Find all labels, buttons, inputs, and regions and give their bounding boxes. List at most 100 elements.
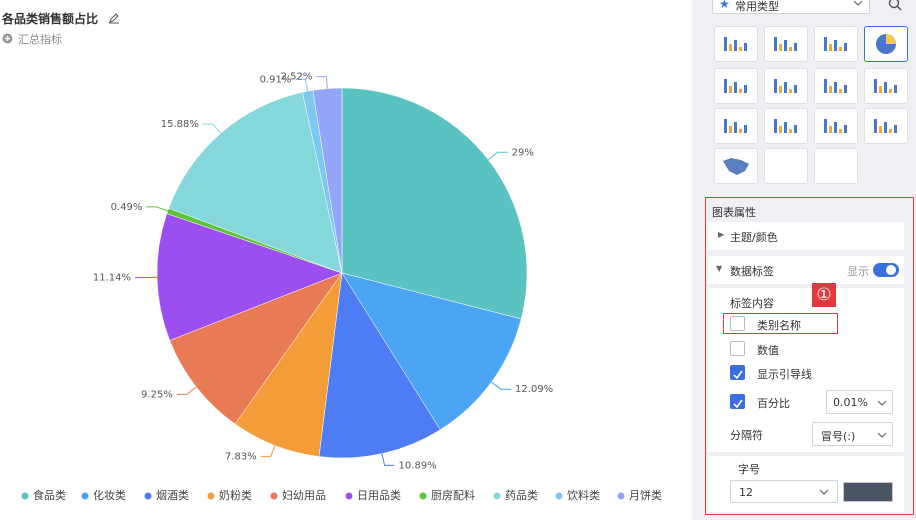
- icon-shape: [889, 129, 892, 133]
- icon-glyph: [724, 119, 747, 133]
- data-label: 9.25%: [141, 389, 173, 400]
- legend-marker: [419, 492, 427, 500]
- icon-shape: [729, 126, 732, 133]
- icon-shape: [844, 125, 847, 133]
- icon-shape: [784, 40, 787, 51]
- icon-shape: [744, 85, 747, 93]
- leader-line: [487, 151, 508, 161]
- leader-line: [260, 445, 276, 458]
- icon-shape: [789, 47, 792, 51]
- separator-select-text: 冒号(:): [821, 430, 856, 443]
- show-label: 显示: [847, 265, 869, 278]
- toggle[interactable]: [873, 263, 899, 277]
- percent-select[interactable]: 0.01%: [826, 390, 893, 414]
- chart-type-icon[interactable]: [864, 26, 908, 62]
- chart-type-icon[interactable]: [814, 148, 858, 184]
- icon-shape: [839, 89, 842, 93]
- percent-select-text: 0.01%: [833, 396, 868, 409]
- pie-slice: [312, 87, 343, 274]
- font-size-select[interactable]: 12: [730, 480, 838, 503]
- icon-shape: [879, 86, 882, 93]
- option-label: 类别名称: [757, 319, 801, 332]
- icon-shape: [734, 40, 737, 51]
- leader-line: [316, 76, 328, 89]
- data-label: 2.52%: [281, 72, 313, 83]
- chart-type-icon[interactable]: [864, 68, 908, 104]
- chart-type-icon[interactable]: [864, 108, 908, 144]
- checkbox[interactable]: [730, 394, 745, 409]
- data-label: 0.49%: [111, 202, 143, 213]
- annotation-box: [705, 197, 914, 515]
- icon-shape: [794, 43, 797, 51]
- icon-shape: [779, 126, 782, 133]
- icon-glyph: [724, 37, 747, 51]
- type-select-text: 常用类型: [735, 0, 779, 13]
- icon-glyph: [876, 34, 896, 54]
- legend-marker: [81, 492, 89, 500]
- checkbox[interactable]: [730, 365, 745, 380]
- leader-line: [491, 381, 512, 390]
- pie-chart: 29% 12.09% 10.89% 7.83% 9.25% 11.14% 0.49% 15.8…: [21, 72, 662, 502]
- legend-label: 饮料类: [567, 488, 600, 502]
- data-label: 12.09%: [515, 384, 553, 395]
- section-title: 图表属性: [712, 206, 756, 219]
- theme-row[interactable]: ▶ 主题/颜色: [708, 222, 904, 250]
- icon-shape: [744, 125, 747, 133]
- legend-label: 妇幼用品: [282, 489, 326, 502]
- chart-type-icon[interactable]: [714, 68, 758, 104]
- chart-type-icon[interactable]: [714, 148, 758, 184]
- separator-select[interactable]: 冒号(:): [812, 422, 893, 446]
- chart-type-icon[interactable]: [714, 108, 758, 144]
- data-label: 0.91%: [260, 74, 292, 85]
- icon-shape: [739, 89, 742, 93]
- option-label: 数值: [757, 344, 779, 357]
- icon-shape: [829, 86, 832, 93]
- chart-type-icon[interactable]: [814, 108, 858, 144]
- data-label: 29%: [512, 147, 534, 158]
- legend-label: 烟酒类: [156, 488, 189, 502]
- legend-marker: [144, 492, 152, 500]
- highlight-box: [723, 313, 838, 334]
- icon-shape: [884, 82, 887, 93]
- icon-shape: [784, 122, 787, 133]
- pie-slice: [341, 272, 522, 431]
- icon-glyph: [824, 119, 847, 133]
- data-label: 11.14%: [93, 273, 131, 284]
- chart-type-icon[interactable]: [714, 26, 758, 62]
- check: [733, 399, 743, 409]
- icon-shape: [839, 129, 842, 133]
- pie-slice: [156, 213, 343, 341]
- checkbox[interactable]: [730, 341, 745, 356]
- leader-line: [176, 386, 197, 395]
- chart-subtitle: 汇总指标: [18, 33, 62, 46]
- add-icon[interactable]: [2, 33, 13, 44]
- icon-shape: [774, 79, 777, 93]
- chart-type-icon[interactable]: [814, 68, 858, 104]
- chart-type-icon[interactable]: [814, 26, 858, 62]
- label-content: 标签内容: [730, 297, 774, 310]
- chart-type-icon[interactable]: [764, 148, 808, 184]
- icon-shape: [829, 44, 832, 51]
- icon-shape: [779, 44, 782, 51]
- legend-label: 日用品类: [357, 488, 401, 502]
- icon-shape: [734, 122, 737, 133]
- icon-shape: [834, 40, 837, 51]
- edit-icon[interactable]: [108, 12, 120, 24]
- icon-glyph: [774, 37, 797, 51]
- type-select[interactable]: ★ 常用类型: [712, 0, 870, 14]
- search-icon[interactable]: [888, 0, 902, 11]
- chart-type-icon[interactable]: [764, 26, 808, 62]
- icon-shape: [834, 122, 837, 133]
- icon-shape: [724, 79, 727, 93]
- data-label-row[interactable]: ▼ 数据标签 显示: [708, 256, 904, 284]
- color-swatch[interactable]: [843, 482, 893, 502]
- font-size-select-text: 12: [739, 486, 753, 499]
- checkbox[interactable]: [730, 316, 745, 331]
- chart-type-icon[interactable]: [764, 68, 808, 104]
- separator-label: 分隔符: [730, 429, 763, 442]
- icon-shape: [889, 89, 892, 93]
- annotation-badge: ①: [812, 283, 836, 307]
- icon-shape: [894, 125, 897, 133]
- icon-shape: [829, 126, 832, 133]
- chart-type-icon[interactable]: [764, 108, 808, 144]
